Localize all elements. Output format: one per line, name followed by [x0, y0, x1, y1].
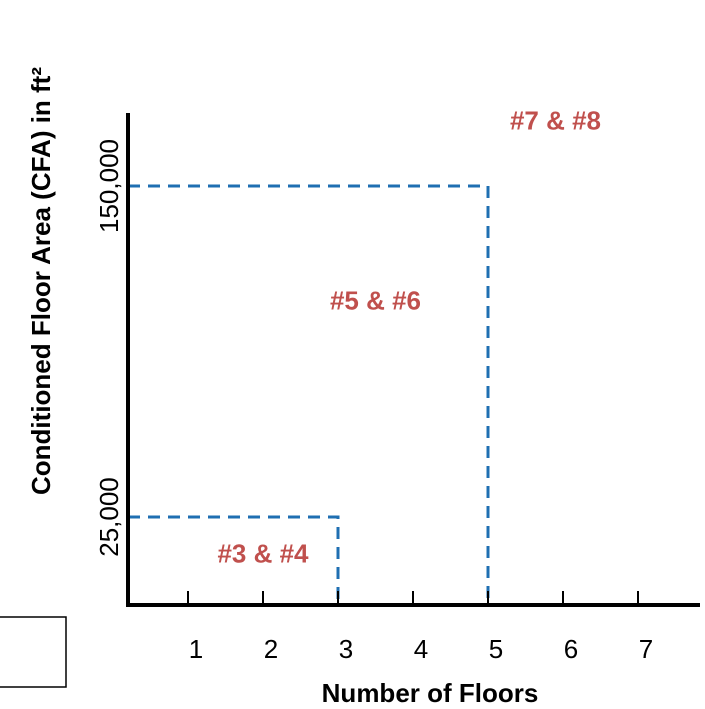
x-tick-label: 6	[564, 634, 578, 664]
x-tick-label: 5	[489, 634, 503, 664]
x-tick-label: 7	[639, 634, 653, 664]
boundary-line-2	[128, 184, 490, 605]
region-label-3: #7 & #8	[510, 105, 601, 135]
x-tick-label: 4	[414, 634, 428, 664]
region-labels: #3 & #4 #5 & #6 #7 & #8	[217, 105, 601, 568]
x-axis-ticks: 1 2 3 4 5 6 7	[187, 591, 653, 664]
corner-box	[0, 616, 67, 688]
boundary-lines	[128, 184, 490, 605]
region-label-2: #5 & #6	[330, 285, 421, 315]
boundary-line-1	[128, 515, 340, 605]
axes	[126, 113, 700, 607]
x-tick-label: 1	[189, 634, 203, 664]
y-tick-label: 25,000	[94, 477, 124, 557]
region-label-1: #3 & #4	[217, 539, 309, 569]
y-tick-label: 150,000	[94, 139, 124, 233]
x-axis-title: Number of Floors	[322, 678, 539, 708]
y-axis-title: Conditioned Floor Area (CFA) in ft²	[26, 67, 56, 495]
y-axis-ticks: 25,000 150,000	[94, 139, 124, 557]
x-tick-label: 2	[264, 634, 278, 664]
x-tick-label: 3	[339, 634, 353, 664]
